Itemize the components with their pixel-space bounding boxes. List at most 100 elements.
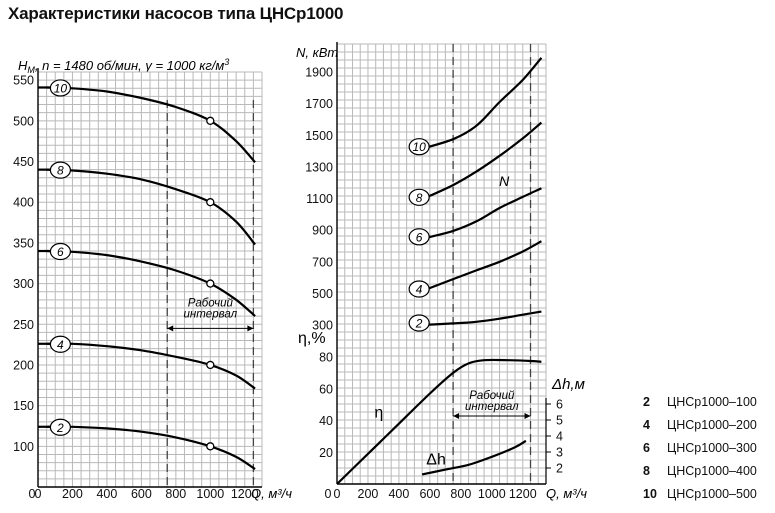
head-duty-point xyxy=(206,442,215,451)
power-curve-label-8-ring xyxy=(408,188,430,206)
power-curve-label-6: 6 xyxy=(408,228,430,246)
power-annotation-line1: Рабочий xyxy=(469,390,515,402)
head-annotation-arrowhead-left xyxy=(167,325,174,332)
head-curve-label-6-ring xyxy=(49,242,72,261)
power-y-tick: 1900 xyxy=(305,66,333,80)
npsh-y-tick: 3 xyxy=(556,446,563,460)
power-curve-6 xyxy=(421,187,542,240)
power-curve-label-2-text: 2 xyxy=(415,317,423,331)
power-axis-label: N, кВт xyxy=(296,45,338,60)
head-duty-point xyxy=(206,279,215,288)
power-curve-label-4-ring xyxy=(408,280,430,298)
head-curve-8 xyxy=(46,168,256,246)
head-curve-label-4-ring xyxy=(49,335,72,353)
power-curve-8 xyxy=(421,121,543,201)
power-curve-label-10-text: 10 xyxy=(412,140,426,154)
power-x-tick: 600 xyxy=(419,487,440,501)
power-curve-label-10: 10 xyxy=(408,138,430,156)
head-curve-label-10: 10 xyxy=(49,79,72,97)
head-y-tick: 450 xyxy=(13,155,34,169)
power-curve-label-8-text: 8 xyxy=(416,191,423,205)
power-annotation-arrowhead-left xyxy=(453,413,460,419)
efficiency-y-tick: 40 xyxy=(319,414,333,428)
npsh-curve-label: Δh xyxy=(426,451,446,468)
head-x-tick: 0 xyxy=(35,487,42,501)
head-axis-sup: 3 xyxy=(224,57,229,67)
head-curve-label-6: 6 xyxy=(49,242,72,261)
npsh-curve xyxy=(421,439,527,476)
power-y-tick: 1700 xyxy=(305,97,333,111)
power-curve-label-4: 4 xyxy=(408,280,430,298)
head-curve-label-10-text: 10 xyxy=(54,81,68,95)
power-x-tick: 200 xyxy=(358,487,379,501)
head-duty-point xyxy=(206,116,215,125)
head-annotation-arrowhead-right xyxy=(247,325,254,332)
legend-item-number: 10 xyxy=(643,487,657,501)
page-title: Характеристики насосов типа ЦНСр1000 xyxy=(8,4,344,23)
legend-item: 6 ЦНСр1000–300 xyxy=(643,437,757,460)
head-duty-point xyxy=(206,360,215,370)
head-y-tick: 500 xyxy=(13,114,34,128)
power-curve-label-6-text: 6 xyxy=(416,230,423,244)
head-y-tick: 100 xyxy=(13,440,34,454)
power-curve-label-6-ring xyxy=(408,228,430,246)
power-curve-label-2: 2 xyxy=(408,314,430,332)
head-curve-2 xyxy=(46,425,256,471)
power-curve-label-8: 8 xyxy=(408,188,430,206)
head-axis-symbol: H xyxy=(18,58,28,73)
power-y-tick: 300 xyxy=(312,319,333,333)
efficiency-axis-label: η,% xyxy=(298,330,326,347)
head-x-tick: 1200 xyxy=(231,487,259,501)
head-duty-point xyxy=(206,198,215,207)
head-curve-label-4: 4 xyxy=(49,335,72,353)
power-y-tick: 1500 xyxy=(305,129,333,143)
power-curve-label-2-ring xyxy=(408,314,430,332)
head-curve-label-2-ring xyxy=(49,418,72,436)
legend-item-number: 6 xyxy=(643,441,650,455)
power-x-tick: 400 xyxy=(388,487,409,501)
npsh-y-tick: 5 xyxy=(556,414,563,428)
head-x-tick: 200 xyxy=(62,487,83,501)
power-curve-label-10-ring xyxy=(408,138,430,156)
efficiency-y-tick: 20 xyxy=(319,446,333,460)
head-y-tick: 200 xyxy=(13,358,34,372)
head-curve-label-10-ring xyxy=(49,79,72,97)
npsh-axis-label: Δh,м xyxy=(551,376,585,393)
power-curve-label-4-text: 4 xyxy=(416,283,423,297)
head-axis-label: HМ, n = 1480 об/мин, γ = 1000 кг/м3 xyxy=(18,57,229,75)
power-origin-tick: 0 xyxy=(325,487,332,501)
head-x-tick: 600 xyxy=(131,487,152,501)
head-curve-6 xyxy=(46,249,256,317)
power-annotation-arrowhead-right xyxy=(524,413,531,419)
power-curve-10 xyxy=(421,57,543,150)
legend-item-number: 8 xyxy=(643,464,650,478)
head-curve-label-6-text: 6 xyxy=(57,245,64,259)
power-series-label: N xyxy=(499,173,510,189)
power-x-tick: 800 xyxy=(450,487,471,501)
power-y-tick: 700 xyxy=(312,255,333,269)
legend-item-model: ЦНСр1000–400 xyxy=(667,464,757,478)
head-y-tick: 250 xyxy=(13,318,34,332)
power-x-axis-label: Q, м³/ч xyxy=(546,486,587,501)
head-origin-tick: 0 xyxy=(29,487,36,501)
head-y-tick: 350 xyxy=(13,236,34,250)
npsh-y-tick: 4 xyxy=(556,430,563,444)
legend-item-number: 4 xyxy=(643,418,650,432)
efficiency-y-tick: 60 xyxy=(319,382,333,396)
power-curve-4 xyxy=(421,240,542,293)
legend-item-model: ЦНСр1000–200 xyxy=(667,418,757,432)
legend-item: 10 ЦНСр1000–500 xyxy=(643,483,757,506)
efficiency-y-tick: 80 xyxy=(319,351,333,365)
head-curve-4 xyxy=(46,342,256,390)
legend-item: 8 ЦНСр1000–400 xyxy=(643,460,757,483)
model-legend: 2 ЦНСр1000–100 4 ЦНСр1000–200 6 ЦНСр1000–300 8… xyxy=(643,391,757,506)
legend-item: 2 ЦНСр1000–100 xyxy=(643,391,757,414)
legend-item-number: 2 xyxy=(643,395,650,409)
power-grid xyxy=(336,43,547,485)
power-x-tick: 0 xyxy=(334,487,341,501)
power-y-tick: 1300 xyxy=(305,160,333,174)
head-y-tick: 150 xyxy=(13,399,34,413)
power-curve-2 xyxy=(422,310,542,327)
efficiency-curve-label: η xyxy=(374,404,383,421)
